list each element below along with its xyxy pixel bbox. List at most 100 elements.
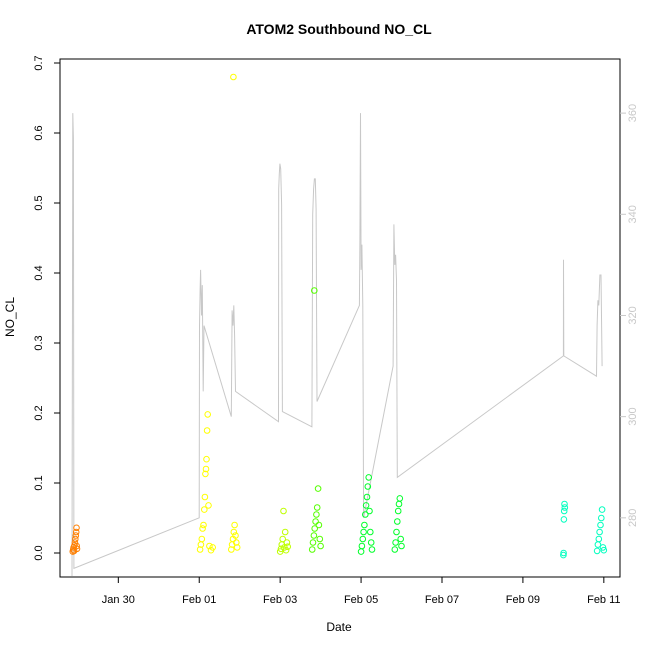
plot-frame <box>59 58 621 578</box>
data-point <box>364 483 372 490</box>
data-point <box>230 528 238 536</box>
y-tick-label: 0.3 <box>33 335 45 350</box>
data-point <box>395 500 403 508</box>
data-point <box>560 516 568 523</box>
data-point <box>228 546 235 553</box>
x-tick-label: Feb 03 <box>263 594 297 606</box>
data-point <box>397 535 405 543</box>
data-point <box>593 547 601 555</box>
data-point <box>362 502 370 509</box>
data-point <box>366 507 373 515</box>
data-point <box>279 535 287 543</box>
data-point <box>73 542 80 550</box>
y2-tick-label: 300 <box>627 407 639 425</box>
data-point <box>600 546 608 554</box>
data-point <box>72 528 80 536</box>
y-tick-label: 0.0 <box>33 545 45 560</box>
y2-tick-label: 320 <box>627 306 639 324</box>
data-point <box>71 539 79 546</box>
data-point <box>598 514 605 522</box>
data-point <box>203 455 210 463</box>
data-point <box>317 542 324 550</box>
data-point <box>363 493 371 501</box>
data-point <box>196 546 204 553</box>
data-point <box>201 506 208 513</box>
data-point <box>230 73 237 81</box>
data-point <box>206 542 213 550</box>
y-tick-label: 0.2 <box>33 405 45 420</box>
data-point <box>311 525 319 532</box>
y-axis-left: 0.0 0.1 0.2 0.3 0.4 0.5 0.6 0.7 <box>33 55 60 561</box>
y2-tick-label: 360 <box>627 104 639 122</box>
data-point <box>73 545 81 553</box>
data-point <box>391 546 399 553</box>
data-point <box>72 535 79 543</box>
data-point <box>392 539 399 546</box>
data-point <box>358 542 366 550</box>
data-point <box>72 532 80 539</box>
data-point <box>367 528 374 536</box>
data-point <box>359 535 367 543</box>
data-point <box>282 546 290 554</box>
data-point <box>365 474 373 481</box>
data-point <box>232 532 239 539</box>
data-point <box>198 535 206 543</box>
y-tick-label: 0.6 <box>33 125 45 140</box>
data-point <box>367 539 375 546</box>
data-point <box>560 549 567 557</box>
data-point <box>561 500 568 508</box>
data-point <box>597 521 604 529</box>
x-tick-label: Jan 30 <box>102 594 135 606</box>
data-point <box>598 506 606 513</box>
chart-title: ATOM2 Southbound NO_CL <box>246 21 432 37</box>
data-point <box>204 411 211 418</box>
data-point <box>560 507 568 515</box>
y-tick-label: 0.4 <box>33 265 45 280</box>
x-tick-label: Feb 11 <box>587 594 620 606</box>
data-point <box>599 544 607 551</box>
points-layer <box>69 73 608 559</box>
data-point <box>362 511 369 518</box>
data-point <box>316 535 324 543</box>
data-point <box>315 521 323 529</box>
data-point <box>276 548 284 555</box>
data-point <box>368 546 376 553</box>
data-point <box>231 521 238 529</box>
data-point <box>284 543 292 551</box>
data-point <box>314 485 322 492</box>
data-point <box>361 521 368 529</box>
data-point <box>202 470 209 478</box>
data-point <box>595 535 603 543</box>
y-tick-label: 0.5 <box>33 195 45 210</box>
data-point <box>313 511 320 518</box>
data-point <box>280 507 287 515</box>
data-point <box>313 504 321 511</box>
data-point <box>394 507 402 515</box>
data-point <box>202 465 210 473</box>
data-point <box>394 518 401 525</box>
data-point <box>312 518 319 525</box>
data-point <box>199 525 206 532</box>
data-point <box>561 504 569 511</box>
x-tick-label: Feb 05 <box>344 594 378 606</box>
y-tick-label: 0.7 <box>33 55 45 70</box>
data-point <box>393 528 400 536</box>
data-point <box>357 548 365 555</box>
data-point <box>596 528 603 536</box>
x-axis-label: Date <box>326 620 352 634</box>
y-axis-right: 280 300 320 340 360 <box>620 104 639 527</box>
data-point <box>209 544 216 551</box>
data-point <box>201 493 209 501</box>
data-point <box>308 546 316 553</box>
data-point <box>203 427 211 434</box>
x-axis: Jan 30 Feb 01 Feb 03 Feb 05 Feb 07 Feb 09 Feb … <box>102 577 621 606</box>
data-point <box>200 521 207 529</box>
data-point <box>310 532 318 539</box>
data-point <box>233 539 240 546</box>
x-tick-label: Feb 07 <box>425 594 459 606</box>
data-point <box>309 539 317 546</box>
data-point <box>233 544 241 551</box>
overlay-line-layer <box>71 113 603 577</box>
data-point <box>398 542 405 550</box>
